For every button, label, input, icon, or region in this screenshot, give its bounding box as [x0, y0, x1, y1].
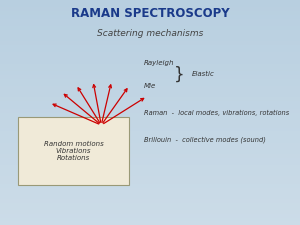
Bar	[0, 101, 300, 105]
Bar	[0, 109, 300, 112]
Bar	[0, 11, 300, 15]
Text: Raman  -  local modes, vibrations, rotations: Raman - local modes, vibrations, rotatio…	[144, 109, 289, 116]
Bar	[0, 131, 300, 135]
Bar	[0, 97, 300, 101]
Bar	[0, 49, 300, 52]
Bar	[0, 38, 300, 41]
Bar	[0, 146, 300, 150]
Bar	[0, 86, 300, 90]
Bar	[0, 116, 300, 120]
Bar	[0, 79, 300, 83]
Bar	[0, 165, 300, 169]
Bar	[0, 34, 300, 38]
Text: Random motions
Vibrations
Rotations: Random motions Vibrations Rotations	[44, 141, 104, 161]
Bar	[0, 128, 300, 131]
Bar	[0, 60, 300, 64]
Bar	[0, 180, 300, 184]
Bar	[0, 124, 300, 128]
Bar	[0, 64, 300, 68]
Bar	[0, 154, 300, 158]
Text: RAMAN SPECTROSCOPY: RAMAN SPECTROSCOPY	[71, 7, 229, 20]
Bar	[0, 221, 300, 225]
Bar	[0, 195, 300, 199]
Bar	[0, 68, 300, 71]
Bar	[0, 0, 300, 4]
Bar	[0, 45, 300, 49]
Bar	[18, 117, 129, 184]
Text: Rayleigh: Rayleigh	[144, 60, 175, 66]
Bar	[0, 139, 300, 142]
Bar	[0, 30, 300, 34]
Bar	[0, 4, 300, 7]
Bar	[0, 94, 300, 97]
Text: Elastic: Elastic	[192, 71, 215, 77]
Bar	[0, 7, 300, 11]
Bar	[0, 142, 300, 146]
Bar	[0, 218, 300, 221]
Bar	[0, 90, 300, 94]
Bar	[0, 210, 300, 214]
Bar	[0, 187, 300, 191]
Text: Scattering mechanisms: Scattering mechanisms	[97, 29, 203, 38]
Bar	[0, 105, 300, 109]
Bar	[0, 206, 300, 210]
Bar	[0, 15, 300, 19]
Bar	[0, 26, 300, 30]
Bar	[0, 202, 300, 206]
Bar	[0, 176, 300, 180]
Bar	[0, 41, 300, 45]
Bar	[0, 71, 300, 75]
Bar	[0, 56, 300, 60]
Bar	[0, 135, 300, 139]
Bar	[0, 19, 300, 22]
Bar	[0, 120, 300, 124]
Bar	[0, 173, 300, 176]
Bar	[0, 83, 300, 86]
Bar	[0, 22, 300, 26]
Bar	[0, 150, 300, 154]
Bar	[0, 169, 300, 173]
Bar	[0, 75, 300, 79]
Bar	[0, 214, 300, 218]
Text: Brillouin  -  collective modes (sound): Brillouin - collective modes (sound)	[144, 136, 266, 143]
Bar	[0, 199, 300, 203]
Bar	[0, 52, 300, 56]
Bar	[0, 112, 300, 116]
Bar	[0, 161, 300, 165]
Text: Mie: Mie	[144, 83, 156, 88]
Bar	[0, 191, 300, 195]
Bar	[0, 158, 300, 161]
Text: }: }	[174, 65, 184, 83]
Bar	[0, 184, 300, 187]
